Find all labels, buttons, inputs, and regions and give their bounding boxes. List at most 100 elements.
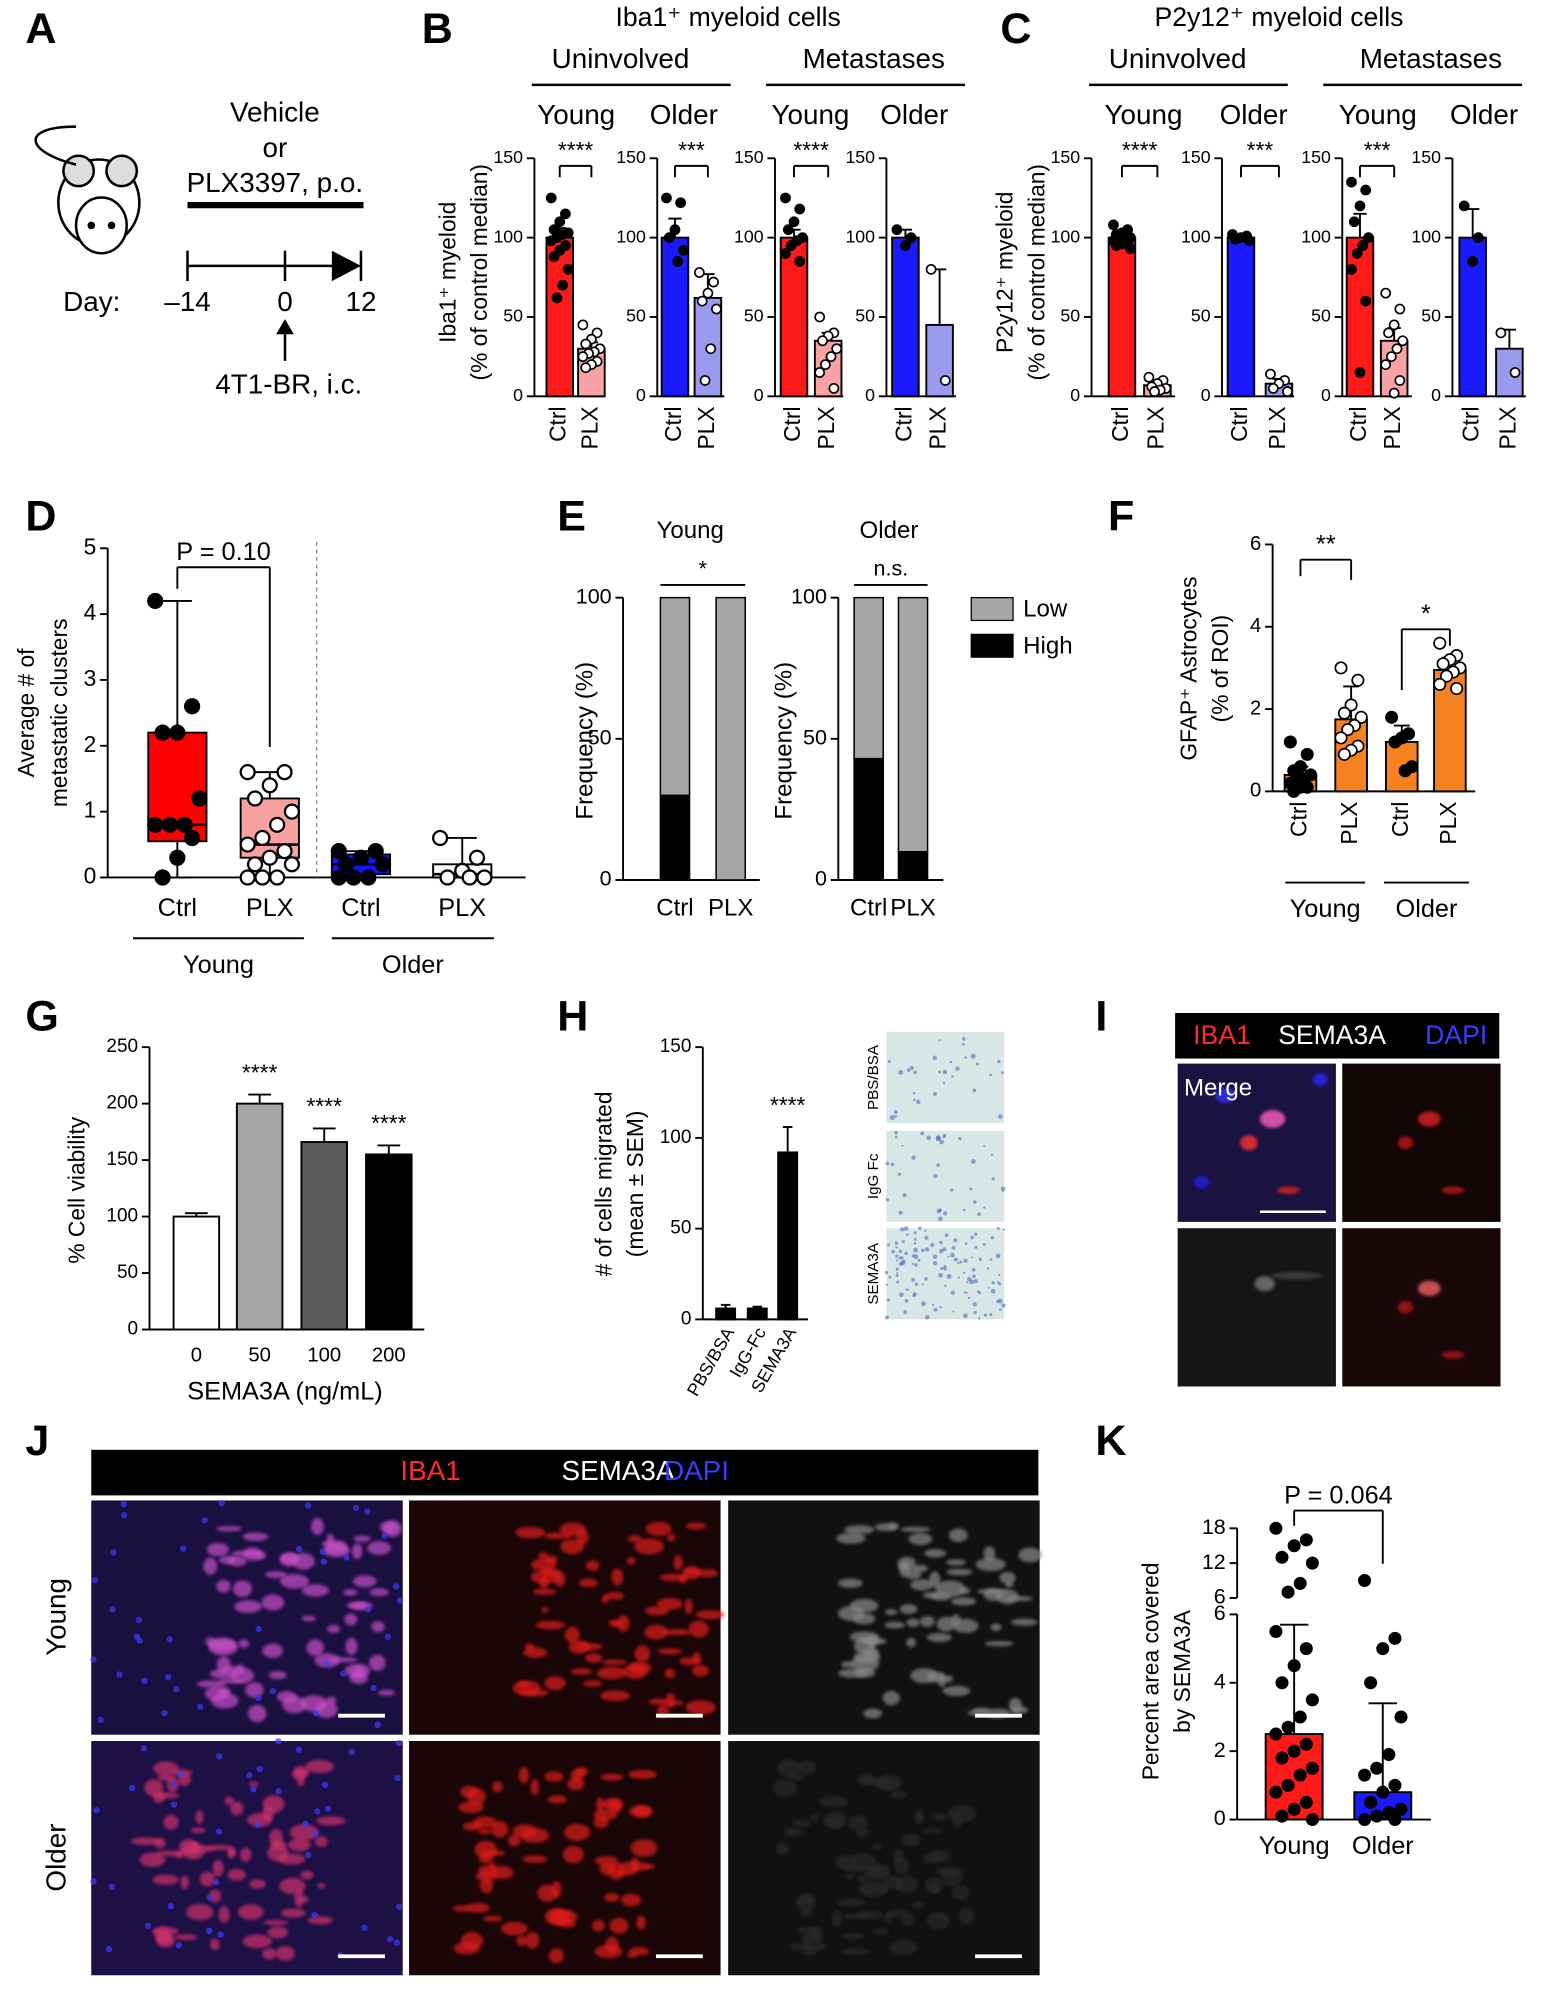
- stain-blob: [492, 1781, 503, 1793]
- x-tick-label: Ctrl: [890, 406, 916, 441]
- stain-blob: [924, 1549, 947, 1558]
- stain-speck: [987, 1267, 990, 1270]
- stain-blob: [972, 1707, 991, 1714]
- stain-blob: [889, 1940, 918, 1955]
- stain-blob: [223, 1665, 240, 1672]
- nucleus: [324, 1805, 332, 1812]
- data-point: [788, 216, 800, 228]
- stain-blob: [568, 1640, 591, 1654]
- stain-speck: [973, 1310, 977, 1315]
- data-point: [161, 816, 179, 833]
- data-point: [1388, 1631, 1402, 1645]
- nucleus: [255, 1625, 262, 1633]
- stain-blob: [247, 1704, 267, 1723]
- stain-blob: [636, 1915, 646, 1930]
- y-tick-label: 150: [1301, 147, 1331, 167]
- stain-blob: [810, 1813, 819, 1821]
- nucleus: [215, 1828, 223, 1835]
- stain-blob: [199, 1871, 216, 1887]
- nucleus: [180, 1545, 187, 1552]
- data-point: [1108, 219, 1119, 231]
- data-point: [330, 869, 347, 886]
- data-point: [1265, 368, 1276, 380]
- stain-blob: [227, 1847, 236, 1859]
- x-tick-label: Ctrl: [1226, 406, 1252, 441]
- bar: [891, 236, 920, 398]
- data-point: [817, 335, 828, 347]
- panel-letter: J: [25, 1417, 49, 1465]
- data-point: [560, 208, 571, 220]
- data-point: [669, 224, 681, 236]
- stain-speck: [918, 1226, 922, 1230]
- data-point: [1287, 1802, 1301, 1816]
- y-axis-label: (% of control median): [1023, 164, 1049, 381]
- data-point: [705, 343, 717, 355]
- stain-blob: [229, 1801, 244, 1816]
- stain-speck: [903, 1310, 908, 1315]
- x-tick-label: PLX: [708, 894, 753, 921]
- stain-blob: [248, 1781, 259, 1788]
- stain-speck: [962, 1208, 966, 1212]
- stain-speck: [920, 1131, 925, 1136]
- y-tick-label: 150: [616, 147, 646, 167]
- stain-blob: [601, 1659, 628, 1665]
- stain-blob: [508, 1833, 521, 1847]
- y-tick-label: 150: [1051, 147, 1081, 167]
- stain-blob: [634, 1645, 651, 1663]
- stain-speck: [953, 1238, 958, 1243]
- nucleus: [108, 1883, 115, 1891]
- stain-blob: [990, 1623, 1002, 1632]
- stain-blob: [1417, 1111, 1441, 1127]
- stain-blob: [785, 1773, 805, 1781]
- stain-speck: [924, 1235, 929, 1240]
- y-tick-label: 50: [117, 1262, 138, 1283]
- x-tick-label: PLX: [1435, 802, 1461, 845]
- stain-speck: [997, 1298, 1003, 1304]
- stain-blob: [163, 1814, 179, 1830]
- x-tick-label: 50: [248, 1344, 271, 1366]
- stain-blob: [462, 1821, 483, 1831]
- x-tick-label: PLX: [693, 406, 719, 449]
- y-tick-label: 150: [734, 147, 764, 167]
- stain-speck: [977, 1317, 981, 1320]
- stain-blob: [859, 1880, 889, 1898]
- stain-speck: [946, 1273, 952, 1279]
- stain-blob: [885, 1609, 898, 1616]
- stain-speck: [1000, 1186, 1006, 1191]
- y-tick-label: 1: [84, 797, 97, 823]
- nucleus: [321, 1781, 329, 1789]
- stain-speck: [936, 1209, 941, 1214]
- y-tick-label: 0: [636, 385, 646, 405]
- stain-blob: [196, 1680, 227, 1688]
- stain-speck: [917, 1258, 921, 1262]
- stain-blob: [515, 1526, 546, 1539]
- data-point: [246, 856, 264, 873]
- nucleus: [105, 1945, 113, 1953]
- panel-letter: E: [557, 493, 586, 541]
- chart-title: Young: [657, 517, 724, 544]
- stain-blob: [545, 1555, 558, 1564]
- y-tick-label: 0: [600, 867, 612, 891]
- stain-blob: [791, 1820, 812, 1827]
- stain-blob: [685, 1700, 716, 1715]
- stain-blob: [800, 1908, 813, 1917]
- stain-blob: [895, 1875, 919, 1893]
- label: 12: [345, 286, 376, 317]
- stain-blob: [224, 1796, 234, 1806]
- data-point: [551, 292, 563, 304]
- stain-blob: [523, 1647, 548, 1658]
- data-point: [1299, 1795, 1313, 1809]
- stain-speck: [999, 1308, 1002, 1312]
- stain-speck: [964, 1056, 967, 1059]
- data-point: [1354, 367, 1366, 378]
- stain-blob: [906, 1618, 920, 1628]
- stain-blob: [1215, 1087, 1236, 1103]
- stain-speck: [894, 1130, 898, 1135]
- x-tick-label: PLX: [890, 894, 935, 921]
- data-point: [1509, 367, 1521, 378]
- y-axis-label: P2y12⁺ myeloid: [992, 192, 1018, 353]
- panel-title: Iba1⁺ myeloid cells: [616, 2, 841, 32]
- data-point: [702, 287, 714, 299]
- data-point: [1334, 731, 1348, 745]
